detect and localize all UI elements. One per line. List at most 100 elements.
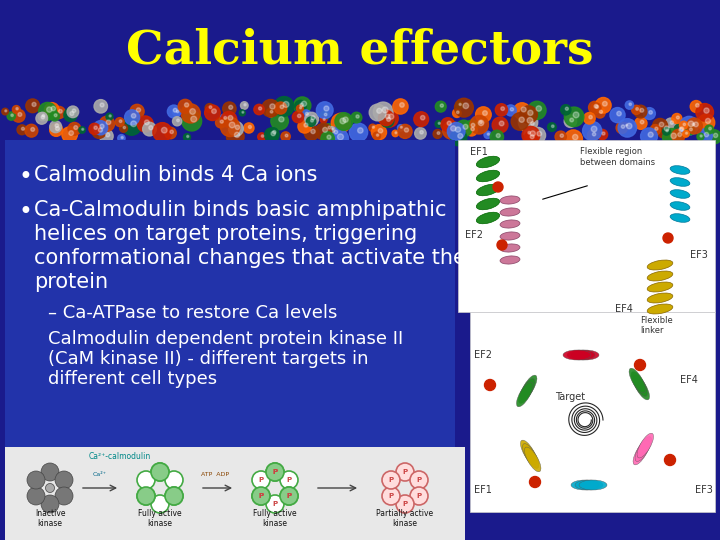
Circle shape — [320, 117, 327, 123]
Ellipse shape — [500, 244, 520, 252]
Circle shape — [635, 117, 647, 130]
Circle shape — [451, 126, 456, 131]
Circle shape — [302, 101, 307, 106]
Text: P: P — [402, 469, 408, 475]
Circle shape — [279, 117, 284, 122]
FancyBboxPatch shape — [458, 140, 715, 312]
Circle shape — [191, 116, 197, 122]
Circle shape — [676, 116, 680, 119]
Circle shape — [186, 136, 189, 138]
Ellipse shape — [647, 293, 672, 303]
Ellipse shape — [500, 220, 520, 228]
Circle shape — [120, 120, 122, 123]
Circle shape — [89, 123, 100, 134]
Circle shape — [698, 129, 712, 144]
Circle shape — [229, 122, 235, 128]
Circle shape — [495, 104, 508, 116]
Circle shape — [244, 123, 254, 133]
Circle shape — [184, 133, 191, 141]
Circle shape — [32, 103, 36, 106]
Circle shape — [522, 126, 540, 144]
Circle shape — [674, 124, 687, 137]
Circle shape — [499, 121, 504, 126]
Circle shape — [603, 102, 607, 106]
Circle shape — [264, 128, 279, 142]
Circle shape — [27, 487, 45, 505]
Circle shape — [173, 109, 181, 116]
Circle shape — [36, 112, 48, 124]
Circle shape — [25, 124, 38, 137]
Circle shape — [564, 130, 582, 148]
Circle shape — [271, 131, 275, 136]
Circle shape — [463, 103, 469, 109]
Circle shape — [176, 110, 179, 113]
Circle shape — [382, 471, 400, 489]
Circle shape — [324, 113, 327, 116]
Ellipse shape — [670, 166, 690, 174]
Circle shape — [696, 104, 699, 107]
Ellipse shape — [523, 443, 539, 468]
Text: EF4: EF4 — [680, 375, 698, 385]
Circle shape — [372, 125, 387, 140]
Text: P: P — [416, 477, 422, 483]
Circle shape — [125, 110, 140, 125]
Circle shape — [382, 107, 388, 113]
Circle shape — [258, 133, 266, 141]
Circle shape — [244, 104, 246, 106]
Text: (CaM kinase II) - different targets in: (CaM kinase II) - different targets in — [48, 350, 369, 368]
Circle shape — [680, 116, 698, 135]
Circle shape — [137, 487, 155, 505]
Circle shape — [235, 125, 240, 130]
Circle shape — [536, 106, 541, 111]
Circle shape — [610, 107, 625, 123]
Circle shape — [379, 110, 394, 126]
Circle shape — [572, 134, 578, 140]
Ellipse shape — [477, 170, 500, 182]
Circle shape — [593, 133, 595, 136]
Circle shape — [378, 129, 383, 133]
Text: P: P — [416, 493, 422, 499]
Circle shape — [706, 118, 711, 124]
Circle shape — [459, 103, 462, 105]
Circle shape — [316, 102, 333, 118]
Circle shape — [410, 471, 428, 489]
Circle shape — [351, 112, 362, 123]
Circle shape — [400, 126, 402, 128]
Circle shape — [369, 124, 377, 132]
Text: Flexible region
between domains: Flexible region between domains — [580, 147, 655, 167]
Circle shape — [137, 487, 155, 505]
Circle shape — [652, 118, 667, 133]
Circle shape — [395, 132, 397, 134]
Circle shape — [471, 123, 475, 127]
Ellipse shape — [647, 304, 672, 314]
Circle shape — [490, 130, 503, 144]
Circle shape — [482, 111, 487, 116]
Circle shape — [480, 121, 482, 124]
Circle shape — [707, 130, 720, 144]
Text: EF3: EF3 — [695, 485, 713, 495]
Circle shape — [602, 132, 605, 135]
Circle shape — [280, 487, 298, 505]
Text: P: P — [388, 477, 394, 483]
Circle shape — [443, 122, 460, 139]
Circle shape — [335, 113, 353, 130]
Circle shape — [660, 122, 664, 127]
Ellipse shape — [524, 447, 541, 472]
Circle shape — [678, 133, 682, 137]
Circle shape — [68, 123, 81, 135]
Circle shape — [625, 101, 634, 109]
Circle shape — [165, 471, 183, 489]
Circle shape — [45, 103, 59, 117]
Circle shape — [221, 112, 237, 127]
Circle shape — [31, 127, 35, 131]
Circle shape — [623, 123, 629, 129]
Circle shape — [181, 104, 200, 123]
Text: Ca-Calmodulin binds basic amphipathic: Ca-Calmodulin binds basic amphipathic — [34, 200, 446, 220]
Circle shape — [11, 114, 14, 117]
Circle shape — [688, 121, 697, 130]
Circle shape — [617, 111, 621, 116]
Circle shape — [657, 122, 673, 138]
Circle shape — [397, 125, 404, 131]
Circle shape — [123, 126, 125, 129]
Circle shape — [323, 124, 333, 133]
